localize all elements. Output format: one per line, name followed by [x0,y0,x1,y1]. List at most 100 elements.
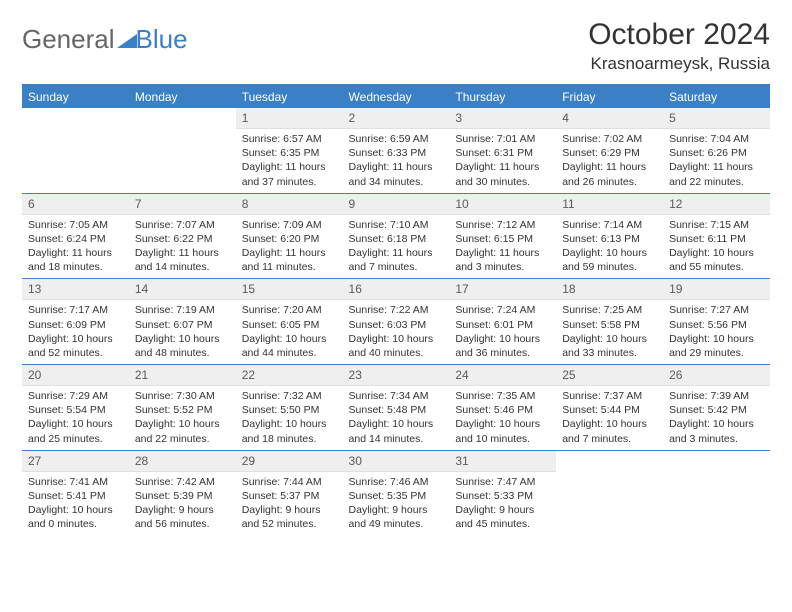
daylight-line: Daylight: 10 hours and 52 minutes. [28,332,123,360]
calendar-day-cell: 23Sunrise: 7:34 AMSunset: 5:48 PMDayligh… [343,365,450,451]
day-number: 14 [129,279,236,300]
day-content: Sunrise: 7:35 AMSunset: 5:46 PMDaylight:… [449,386,556,450]
day-number: 31 [449,451,556,472]
day-content: Sunrise: 7:27 AMSunset: 5:56 PMDaylight:… [663,300,770,364]
sunset-line: Sunset: 6:18 PM [349,232,444,246]
sunset-line: Sunset: 6:24 PM [28,232,123,246]
day-content: Sunrise: 7:12 AMSunset: 6:15 PMDaylight:… [449,215,556,279]
sunset-line: Sunset: 6:09 PM [28,318,123,332]
page-header: General Blue October 2024 Krasnoarmeysk,… [22,18,770,74]
calendar-day-cell: 30Sunrise: 7:46 AMSunset: 5:35 PMDayligh… [343,450,450,535]
daylight-line: Daylight: 10 hours and 40 minutes. [349,332,444,360]
daylight-line: Daylight: 11 hours and 22 minutes. [669,160,764,188]
sunset-line: Sunset: 6:35 PM [242,146,337,160]
sunrise-line: Sunrise: 7:34 AM [349,389,444,403]
sunrise-line: Sunrise: 7:25 AM [562,303,657,317]
sunrise-line: Sunrise: 7:39 AM [669,389,764,403]
calendar-day-cell: 6Sunrise: 7:05 AMSunset: 6:24 PMDaylight… [22,193,129,279]
sunrise-line: Sunrise: 6:57 AM [242,132,337,146]
day-number: 23 [343,365,450,386]
sunrise-line: Sunrise: 7:05 AM [28,218,123,232]
calendar-day-cell [663,450,770,535]
day-number: 5 [663,108,770,129]
sunrise-line: Sunrise: 7:44 AM [242,475,337,489]
daylight-line: Daylight: 10 hours and 55 minutes. [669,246,764,274]
sunset-line: Sunset: 6:31 PM [455,146,550,160]
weekday-header: Wednesday [343,85,450,108]
calendar-day-cell: 14Sunrise: 7:19 AMSunset: 6:07 PMDayligh… [129,279,236,365]
day-content: Sunrise: 7:25 AMSunset: 5:58 PMDaylight:… [556,300,663,364]
day-number: 4 [556,108,663,129]
sunrise-line: Sunrise: 7:10 AM [349,218,444,232]
day-content: Sunrise: 7:44 AMSunset: 5:37 PMDaylight:… [236,472,343,536]
calendar-day-cell: 24Sunrise: 7:35 AMSunset: 5:46 PMDayligh… [449,365,556,451]
calendar-day-cell: 12Sunrise: 7:15 AMSunset: 6:11 PMDayligh… [663,193,770,279]
calendar-day-cell: 27Sunrise: 7:41 AMSunset: 5:41 PMDayligh… [22,450,129,535]
day-content: Sunrise: 6:59 AMSunset: 6:33 PMDaylight:… [343,129,450,193]
calendar-day-cell: 16Sunrise: 7:22 AMSunset: 6:03 PMDayligh… [343,279,450,365]
calendar-week-row: 13Sunrise: 7:17 AMSunset: 6:09 PMDayligh… [22,279,770,365]
daylight-line: Daylight: 10 hours and 59 minutes. [562,246,657,274]
sunrise-line: Sunrise: 7:04 AM [669,132,764,146]
daylight-line: Daylight: 10 hours and 36 minutes. [455,332,550,360]
daylight-line: Daylight: 11 hours and 14 minutes. [135,246,230,274]
weekday-header: Thursday [449,85,556,108]
daylight-line: Daylight: 11 hours and 34 minutes. [349,160,444,188]
weekday-header: Saturday [663,85,770,108]
day-content: Sunrise: 6:57 AMSunset: 6:35 PMDaylight:… [236,129,343,193]
calendar-day-cell: 11Sunrise: 7:14 AMSunset: 6:13 PMDayligh… [556,193,663,279]
day-content: Sunrise: 7:17 AMSunset: 6:09 PMDaylight:… [22,300,129,364]
logo-triangle-icon [117,24,137,55]
day-number: 27 [22,451,129,472]
sunrise-line: Sunrise: 7:20 AM [242,303,337,317]
day-number: 17 [449,279,556,300]
day-content: Sunrise: 7:10 AMSunset: 6:18 PMDaylight:… [343,215,450,279]
calendar-day-cell: 25Sunrise: 7:37 AMSunset: 5:44 PMDayligh… [556,365,663,451]
brand-logo: General Blue [22,24,188,55]
daylight-line: Daylight: 10 hours and 18 minutes. [242,417,337,445]
day-content: Sunrise: 7:05 AMSunset: 6:24 PMDaylight:… [22,215,129,279]
daylight-line: Daylight: 10 hours and 33 minutes. [562,332,657,360]
day-number: 13 [22,279,129,300]
day-content: Sunrise: 7:02 AMSunset: 6:29 PMDaylight:… [556,129,663,193]
day-number: 2 [343,108,450,129]
sunrise-line: Sunrise: 7:19 AM [135,303,230,317]
sunset-line: Sunset: 6:05 PM [242,318,337,332]
day-number: 20 [22,365,129,386]
daylight-line: Daylight: 9 hours and 45 minutes. [455,503,550,531]
daylight-line: Daylight: 10 hours and 44 minutes. [242,332,337,360]
weekday-header: Sunday [22,85,129,108]
calendar-day-cell [129,108,236,193]
day-content: Sunrise: 7:09 AMSunset: 6:20 PMDaylight:… [236,215,343,279]
sunrise-line: Sunrise: 7:02 AM [562,132,657,146]
sunrise-line: Sunrise: 7:17 AM [28,303,123,317]
calendar-day-cell: 17Sunrise: 7:24 AMSunset: 6:01 PMDayligh… [449,279,556,365]
day-number: 19 [663,279,770,300]
calendar-day-cell [556,450,663,535]
day-number: 8 [236,194,343,215]
day-content: Sunrise: 7:42 AMSunset: 5:39 PMDaylight:… [129,472,236,536]
sunset-line: Sunset: 5:35 PM [349,489,444,503]
sunrise-line: Sunrise: 7:35 AM [455,389,550,403]
day-number: 11 [556,194,663,215]
calendar-day-cell: 20Sunrise: 7:29 AMSunset: 5:54 PMDayligh… [22,365,129,451]
sunset-line: Sunset: 5:44 PM [562,403,657,417]
day-content: Sunrise: 7:34 AMSunset: 5:48 PMDaylight:… [343,386,450,450]
calendar-day-cell: 1Sunrise: 6:57 AMSunset: 6:35 PMDaylight… [236,108,343,193]
weekday-header: Friday [556,85,663,108]
day-content: Sunrise: 7:29 AMSunset: 5:54 PMDaylight:… [22,386,129,450]
sunrise-line: Sunrise: 7:46 AM [349,475,444,489]
day-number: 25 [556,365,663,386]
sunrise-line: Sunrise: 7:14 AM [562,218,657,232]
day-content: Sunrise: 7:19 AMSunset: 6:07 PMDaylight:… [129,300,236,364]
sunset-line: Sunset: 5:42 PM [669,403,764,417]
calendar-day-cell: 13Sunrise: 7:17 AMSunset: 6:09 PMDayligh… [22,279,129,365]
day-content: Sunrise: 7:01 AMSunset: 6:31 PMDaylight:… [449,129,556,193]
sunset-line: Sunset: 5:58 PM [562,318,657,332]
day-number: 15 [236,279,343,300]
day-content: Sunrise: 7:47 AMSunset: 5:33 PMDaylight:… [449,472,556,536]
daylight-line: Daylight: 9 hours and 56 minutes. [135,503,230,531]
sunset-line: Sunset: 5:41 PM [28,489,123,503]
sunset-line: Sunset: 6:29 PM [562,146,657,160]
sunset-line: Sunset: 5:39 PM [135,489,230,503]
